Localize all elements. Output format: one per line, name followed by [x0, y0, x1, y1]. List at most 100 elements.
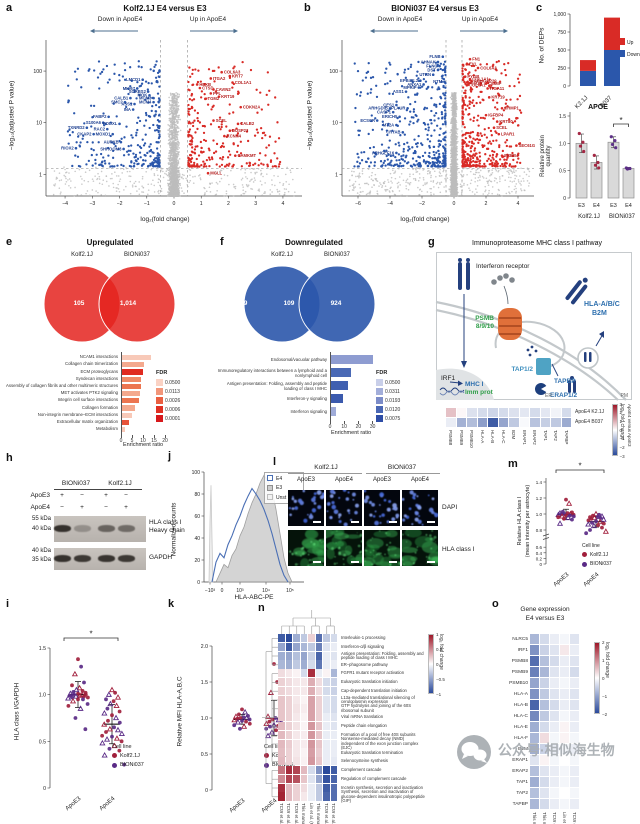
svg-text:CTSD: CTSD: [202, 85, 213, 90]
heatmap-cell: [330, 748, 338, 757]
heatmap-cell: [330, 792, 338, 801]
heatmap-cell: [330, 642, 338, 651]
colorbar-tick: −1: [602, 693, 608, 699]
heatmap-cell: [330, 704, 338, 713]
panel-d-apoe-bars: APOE 0 0.5 1.0 1.5 E3 E4 E3 E4 * Kolf2.1J BIONi037…: [536, 98, 640, 232]
b2m-label: B2M: [592, 310, 607, 317]
colorbar-tick: 1: [436, 631, 439, 637]
colorbar: [612, 404, 618, 456]
nucleus: [436, 368, 494, 400]
heatmap-row-label: Interleukin-1 processing: [341, 635, 386, 641]
heatmap-cell: [550, 678, 560, 689]
heatmap-cell: [278, 757, 285, 766]
heatmap-cell: [570, 645, 580, 656]
svg-text:4: 4: [281, 201, 284, 207]
heatmap-row-label: Nonsense-mediated decay (NMD) independen…: [341, 736, 419, 751]
erap-icon: [535, 383, 548, 395]
heatmap-row-label: L13a-mediated translational silencing of…: [341, 694, 415, 704]
heatmap-cell: [300, 739, 308, 748]
title-line2: E4 versus E3: [525, 615, 565, 622]
heatmap-cell: [308, 730, 315, 739]
group-header-kolf: Kolf2.1J: [108, 480, 132, 487]
panel-label: a: [6, 2, 13, 14]
bar: [121, 383, 141, 389]
heatmap-cell: [308, 766, 315, 775]
tick-mark: [358, 421, 359, 424]
underline: [54, 489, 98, 490]
svg-text:−1: −1: [144, 201, 150, 207]
heatmap-cell: [560, 656, 570, 667]
venn-count-right: 1,014: [119, 300, 137, 307]
heatmap-cell: [550, 788, 560, 799]
heatmap-cell: [293, 774, 300, 783]
heatmap-cell: [315, 748, 323, 757]
heatmap-cell: [315, 669, 323, 678]
bar-label: Non-integrin membrane–ECM interactions: [37, 411, 118, 417]
heatmap-cell: [285, 783, 293, 792]
heatmap-cell: [323, 792, 330, 801]
heatmap-cell: [308, 792, 315, 801]
svg-text:PODXL: PODXL: [103, 121, 118, 126]
receptor-label: Interferon receptor: [476, 263, 530, 270]
tick-mark: [131, 435, 133, 438]
blot-band: [73, 555, 91, 562]
heatmap-col-label: TAPBP: [563, 430, 569, 445]
svg-text:INA: INA: [124, 107, 131, 112]
panel-b-volcano-bioni: b BIONi037 E4 versus E3 Down in ApoE4 Up…: [300, 0, 544, 230]
heatmap-row-label: Cap-dependent translation initiation: [341, 687, 407, 693]
panel-title: Kolf2.1J E4 versus E3: [123, 4, 207, 13]
heatmap-cell: [540, 667, 550, 678]
panel-m-hla-intensity: m 1.4 1.2 1.0 0.8 0.6 0.4 0.2 0 ApoE3 ApoE4 * Rela…: [500, 446, 640, 606]
apoe3-sign: −: [124, 492, 128, 499]
panel-g-pathway: g Immunoproteasome MHC class I pathway: [424, 232, 640, 472]
heatmap-cell: [308, 722, 315, 731]
heatmap-row-label: ERAP2: [512, 768, 528, 774]
svg-text:COL1A1: COL1A1: [235, 80, 252, 85]
heatmap-cell: [550, 645, 560, 656]
colorbar: [594, 642, 600, 714]
hla-label: HLA-A/B/C: [584, 301, 620, 308]
heatmap-cell: [560, 711, 570, 722]
tick-mark: [142, 435, 144, 438]
fdr-value: 0.0006: [165, 407, 181, 413]
heatmap-cell: [550, 766, 560, 777]
interferon-receptor-icon: [458, 258, 470, 290]
venn-right-label: BIONi037: [323, 252, 350, 258]
bar: [121, 405, 135, 411]
heatmap-cell: [540, 634, 550, 645]
heatmap-cell: [530, 689, 540, 700]
bar-label: Extracellular matrix organization: [56, 419, 118, 425]
immunoproteasome-icon: [498, 308, 522, 340]
heatmap-cell: [308, 678, 315, 687]
x-axis-label: log₂(fold change): [400, 216, 450, 223]
heatmap-cell: [293, 642, 300, 651]
heatmap-cell: [530, 733, 540, 744]
colorbar-tick: 2: [619, 410, 623, 416]
tick-label: 20: [162, 438, 168, 445]
legend-dot: [582, 552, 587, 557]
heatmap-cell: [315, 704, 323, 713]
heatmap-cell: [300, 722, 308, 731]
heatmap-cell: [293, 757, 300, 766]
y-axis-label: Normalized counts: [170, 502, 178, 557]
heatmap-cell: [293, 766, 300, 775]
heatmap-cell: [285, 748, 293, 757]
heatmap-cell: [560, 689, 570, 700]
heatmap-cell: [498, 418, 509, 428]
heatmap-cell: [285, 730, 293, 739]
heatmap-cell: [300, 713, 308, 722]
heatmap-row-label: IRF1: [517, 647, 528, 653]
blot1-name: HLA class I: [149, 519, 182, 526]
heatmap-col-label: TCW et al. population: [294, 803, 299, 824]
heatmap-cell: [278, 730, 285, 739]
heatmap-cell: [285, 695, 293, 704]
svg-text:−2: −2: [117, 201, 123, 207]
immprot-label: Imm prot: [465, 389, 494, 396]
fdr-swatch: [156, 397, 163, 404]
heatmap-cell: [561, 408, 572, 418]
heatmap-cell: [323, 730, 330, 739]
heatmap-cell: [323, 704, 330, 713]
heatmap-cell: [330, 686, 338, 695]
row-dendrogram: [262, 638, 278, 798]
scale-bar: [313, 561, 321, 563]
